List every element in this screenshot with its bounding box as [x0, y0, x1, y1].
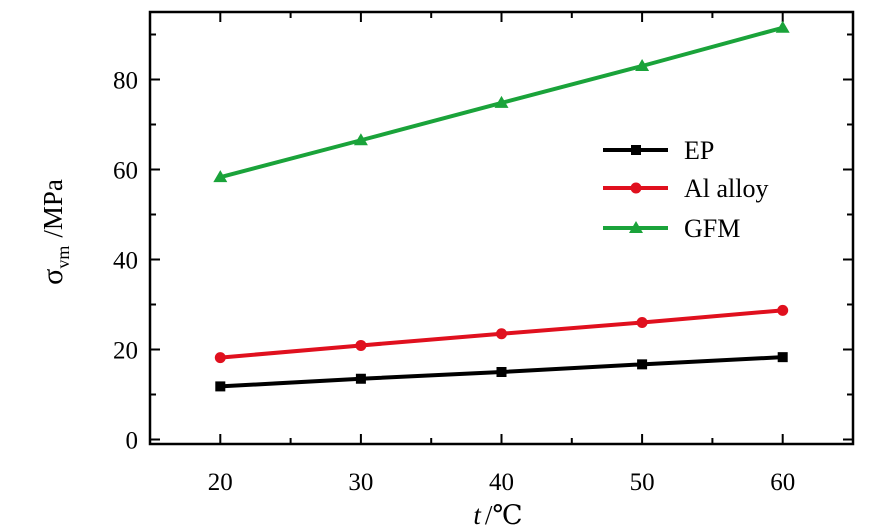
y-tick-label: 20	[113, 338, 138, 365]
y-tick-label: 60	[113, 158, 138, 185]
y-tick-label: 40	[113, 248, 138, 275]
data-point-gfm	[635, 59, 650, 71]
y-tick-label: 80	[113, 68, 138, 95]
data-point-ep	[777, 352, 788, 363]
series-al-alloy	[214, 304, 789, 364]
legend-marker	[630, 182, 642, 194]
data-point-gfm	[775, 20, 790, 33]
data-point-al-alloy	[777, 304, 789, 316]
legend-item-al-alloy: Al alloy	[603, 174, 769, 203]
plot-frame	[148, 10, 855, 446]
data-point-al-alloy	[636, 317, 648, 328]
y-tick-label: 0	[126, 428, 139, 455]
legend-item-gfm: GFM	[603, 214, 740, 243]
legend-label: EP	[684, 136, 714, 165]
x-axis-ticks: 20 30 40 50 60	[149, 12, 854, 496]
x-axis-unit: /℃	[485, 500, 523, 530]
x-axis-title: t/℃	[473, 500, 522, 530]
legend-label: Al alloy	[684, 174, 769, 203]
x-tick-label: 40	[489, 469, 514, 496]
legend-item-ep: EP	[603, 136, 714, 165]
data-point-gfm	[213, 170, 228, 183]
data-point-ep	[637, 359, 648, 370]
series-layer	[213, 20, 790, 392]
x-tick-label: 60	[770, 469, 795, 496]
data-point-al-alloy	[355, 339, 367, 351]
x-axis-variable: t	[473, 500, 482, 530]
y-axis-ticks: 0 20 40 60 80	[113, 33, 853, 455]
series-gfm	[213, 20, 790, 183]
data-point-ep	[215, 381, 226, 392]
legend-marker	[631, 145, 641, 155]
legend-marker	[629, 221, 643, 233]
data-point-ep	[355, 373, 366, 384]
legend: EP Al alloy GFM	[603, 136, 769, 243]
data-point-al-alloy	[496, 328, 507, 340]
x-tick-label: 20	[208, 469, 233, 496]
data-point-al-alloy	[214, 352, 226, 364]
data-point-ep	[496, 367, 507, 377]
x-tick-label: 50	[630, 469, 655, 496]
legend-label: GFM	[684, 214, 740, 243]
series-ep	[215, 352, 788, 392]
y-axis-title: σvm/MPa	[36, 179, 73, 285]
data-point-gfm	[353, 133, 368, 146]
y-axis-subscript: vm	[53, 246, 73, 269]
y-axis-symbol: σ	[36, 269, 69, 285]
x-tick-label: 30	[348, 469, 373, 496]
data-point-gfm	[494, 95, 509, 108]
y-axis-unit: /MPa	[38, 179, 68, 238]
